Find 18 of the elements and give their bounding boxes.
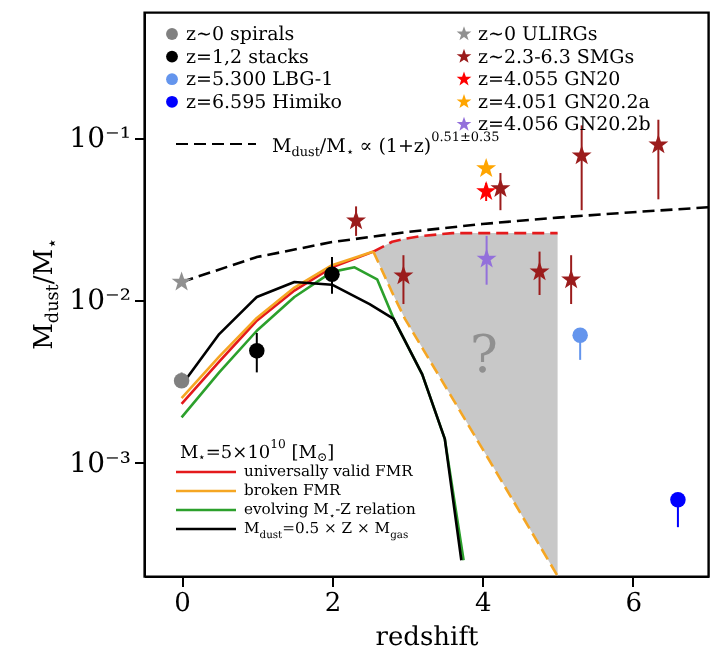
x-tick-label: 2 — [324, 589, 342, 619]
y-tick-label: 10⁻³ — [69, 447, 131, 480]
legend-label: z=4.051 GN20.2a — [478, 91, 651, 114]
x-tick-label: 0 — [174, 589, 191, 619]
legend-label: z~0 ULIRGs — [478, 24, 598, 46]
legend-label: z~2.3-6.3 SMGs — [478, 46, 635, 69]
legend-label: z=1,2 stacks — [186, 46, 310, 69]
annotation: ? — [470, 326, 498, 386]
y-axis-title: Mdust/M⋆ — [30, 236, 64, 350]
y-tick-label: 10⁻² — [69, 285, 131, 318]
legend-label: z~0 spirals — [186, 24, 295, 46]
legend-label: z=6.595 Himiko — [186, 91, 343, 114]
legend-label: z=4.055 GN20 — [478, 69, 621, 92]
y-tick-label: 10⁻¹ — [69, 123, 131, 156]
x-tick-label: 4 — [475, 589, 492, 619]
x-axis-title: redshift — [375, 623, 481, 653]
x-tick-label: 6 — [625, 589, 643, 619]
legend-label: z=5.300 LBG-1 — [186, 69, 334, 92]
